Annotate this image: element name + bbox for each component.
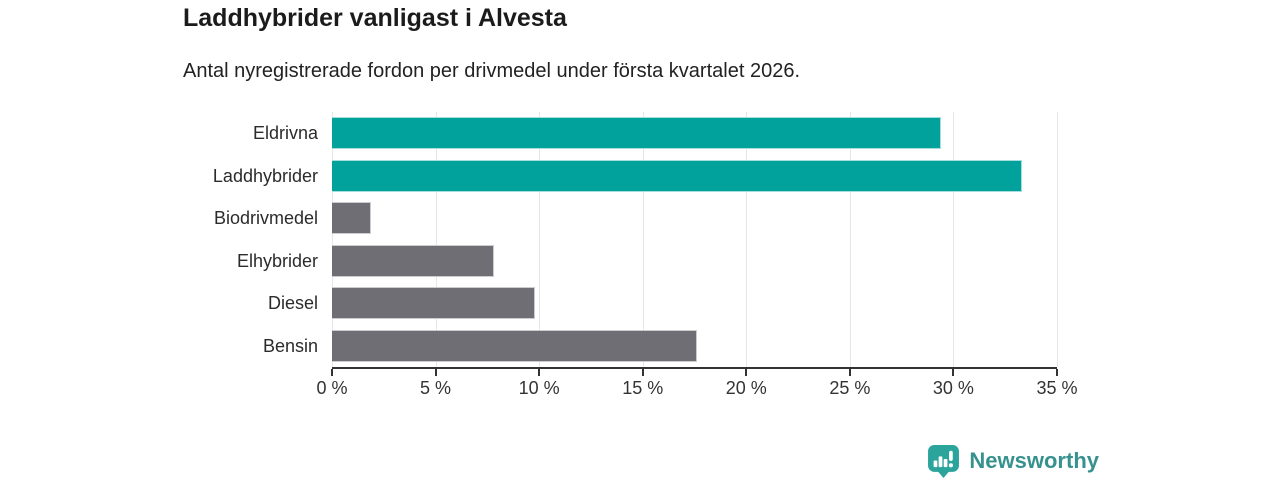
bar-diesel [332,287,535,320]
plot-area: Eldrivna Laddhybrider Biodrivmedel Elhybrid… [213,112,1058,368]
gridline [953,112,955,367]
axis-tick [331,369,333,376]
bar-bensin [332,329,697,362]
chart-subtitle: Antal nyregistrerade fordon per drivmede… [183,60,801,82]
axis-tick [641,369,644,376]
newsworthy-wordmark: Newsworthy [969,448,1099,473]
gridline [539,112,541,367]
category-label: Laddhybrider [212,165,318,186]
axis-tick-label: 5 % [420,378,452,398]
x-axis-line [332,367,1057,369]
newsworthy-logo-icon [928,445,960,478]
axis-tick-label: 20 % [725,378,767,398]
chart-title: Laddhybrider vanligast i Alvesta [183,4,567,32]
bar-row: Laddhybrider [213,155,1057,198]
newsworthy-logo: Newsworthy [927,444,1099,478]
category-label: Biodrivmedel [213,208,318,229]
bar-row: Diesel [268,282,1057,325]
axis-tick [434,369,437,376]
axis-tick-label: 30 % [932,378,974,398]
axis-tick [848,369,851,376]
axis-tick-label: 15 % [622,378,664,398]
gridline [332,112,333,367]
gridline [1057,112,1058,367]
category-label: Elhybrider [236,250,318,271]
bar-row: Biodrivmedel [214,197,1057,240]
axis-tick-label: 0 % [316,378,348,398]
axis-tick [952,369,955,376]
axis-tick [1056,369,1058,376]
bar-rows: Eldrivna Laddhybrider Biodrivmedel Elhybrid… [213,112,1057,368]
axis-tick [745,369,748,376]
bar-row: Elhybrider [237,240,1057,283]
axis-tick-label: 25 % [829,378,871,398]
axis-tick [538,369,541,376]
x-axis: 0 % 5 % 10 % 15 % 20 % 25 % 30 % 35 % [316,367,1078,407]
category-label: Eldrivna [252,123,318,144]
category-label: Bensin [262,335,318,356]
bar-row: Eldrivna [253,112,1057,155]
bar-laddhybrider [332,159,1022,192]
gridline [435,112,437,367]
gridline [642,112,644,367]
bar-elhybrider [332,244,494,277]
axis-tick-label: 35 % [1036,378,1078,398]
bar-eldrivna [332,117,941,150]
gridline [849,112,851,367]
bar-biodrivmedel [332,202,372,235]
gridline [746,112,748,367]
category-label: Diesel [267,293,318,314]
axis-tick-label: 10 % [518,378,560,398]
bar-row: Bensin [263,325,1057,368]
